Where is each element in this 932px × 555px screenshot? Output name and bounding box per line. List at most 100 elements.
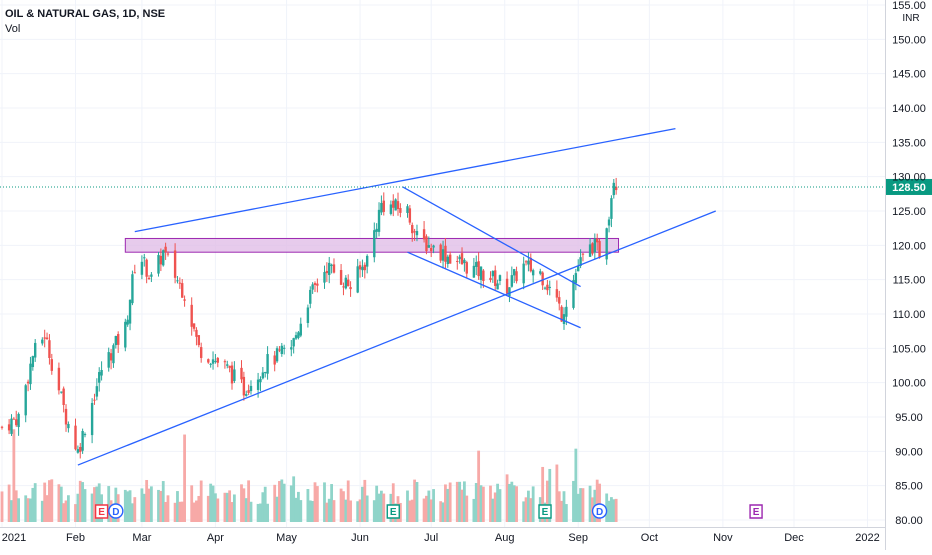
trendlines[interactable]: [77, 127, 716, 466]
candle-body: [413, 231, 416, 233]
volume-bar: [564, 504, 568, 522]
earnings-marker[interactable]: E: [538, 504, 552, 519]
candle-body: [361, 266, 364, 271]
resistance-zone-rect[interactable]: [124, 237, 620, 253]
candle-body: [143, 257, 146, 259]
time-tick-label: 2021: [2, 532, 26, 544]
candle-body: [245, 394, 248, 396]
volume-bar: [595, 479, 599, 522]
candle-body: [124, 321, 127, 348]
candle-body: [292, 338, 295, 347]
candle-body: [176, 280, 179, 282]
price-tick-label: 95.00: [895, 412, 923, 424]
volume-bar: [107, 486, 111, 522]
volume-bar: [78, 480, 82, 522]
volume-bar: [261, 492, 265, 522]
candle-body: [510, 275, 514, 287]
volume-bar: [225, 492, 229, 522]
candle-body: [548, 286, 551, 288]
candle-body: [472, 265, 476, 278]
candle-body: [512, 269, 516, 276]
volume-bar: [327, 498, 331, 522]
trendline-rising-resistance[interactable]: [134, 127, 676, 233]
candle-body: [273, 355, 276, 365]
volume-bar: [422, 498, 426, 522]
volume-bar: [240, 484, 243, 522]
price-tick-label: 150.00: [892, 34, 926, 46]
time-tick-label: Jun: [351, 532, 369, 544]
volume-bar: [83, 489, 87, 522]
volume-bar: [406, 490, 409, 522]
volume-bar: [339, 488, 343, 522]
volume-bar: [311, 500, 315, 522]
candle-body: [162, 250, 165, 266]
volume-bar: [297, 491, 300, 522]
volume-bar: [173, 502, 177, 522]
candle-body: [197, 335, 201, 346]
candle-body: [74, 425, 77, 450]
trendline-falling-channel-bottom[interactable]: [407, 251, 581, 329]
dividend-badge-shape: [591, 503, 608, 519]
volume-bar: [64, 500, 68, 522]
earnings-marker[interactable]: E: [386, 504, 400, 519]
price-tick-label: 125.00: [892, 206, 926, 218]
candle-body: [62, 388, 65, 405]
earnings-marker[interactable]: E: [94, 504, 109, 519]
volume-bar: [195, 500, 198, 522]
volume-bar: [479, 485, 483, 522]
volume-bar: [481, 486, 485, 522]
dividend-marker[interactable]: D: [108, 503, 124, 519]
dividend-marker[interactable]: D: [591, 503, 608, 519]
volume-bar: [294, 497, 298, 522]
volume-bar: [432, 489, 435, 522]
candle-body: [57, 367, 61, 391]
candle-body: [264, 372, 267, 374]
candle-body: [394, 199, 397, 211]
trendline-rising-support[interactable]: [77, 210, 716, 466]
candle-body: [311, 284, 314, 290]
time-tick-label: Apr: [207, 532, 224, 544]
volume-bar: [223, 492, 227, 522]
candle-body: [178, 282, 182, 284]
candle-body: [382, 200, 385, 212]
volume-bar: [572, 480, 575, 522]
candle-body: [377, 209, 381, 232]
earnings-marker[interactable]: E: [749, 504, 763, 519]
candle-body: [332, 264, 336, 273]
candle-body: [430, 247, 433, 252]
volume-bar: [323, 482, 326, 522]
candle-body: [574, 273, 578, 284]
volume-bar: [391, 483, 395, 522]
candle-body: [93, 399, 96, 401]
candle-body: [309, 289, 312, 304]
volume-bar: [209, 483, 213, 522]
time-tick-label: Sep: [568, 532, 588, 544]
candle-body: [541, 272, 544, 286]
volume-bar: [375, 485, 379, 522]
time-tick-label: Feb: [66, 532, 85, 544]
candle-body: [330, 264, 333, 266]
candle-body: [290, 347, 293, 350]
candle-body: [240, 367, 243, 380]
volume-bar: [462, 481, 466, 522]
volume-bar: [149, 486, 153, 522]
candle-body: [529, 257, 532, 272]
symbol-title[interactable]: OIL & NATURAL GAS, 1D, NSE: [5, 8, 166, 20]
trendline-falling-channel-top[interactable]: [402, 186, 581, 288]
candle-body: [323, 272, 326, 283]
volume-bar: [444, 484, 447, 522]
volume-bar: [282, 483, 286, 522]
volume-bar: [612, 499, 616, 522]
candles: [0, 177, 618, 459]
candle-body: [494, 270, 497, 286]
time-tick-label: May: [276, 532, 297, 544]
candle-body: [192, 323, 196, 329]
volume-bar: [512, 485, 516, 522]
earnings-badge-shape: [94, 504, 109, 519]
resistance-zone[interactable]: [124, 237, 620, 253]
volume-bar: [176, 491, 179, 522]
candle-body: [24, 385, 27, 416]
